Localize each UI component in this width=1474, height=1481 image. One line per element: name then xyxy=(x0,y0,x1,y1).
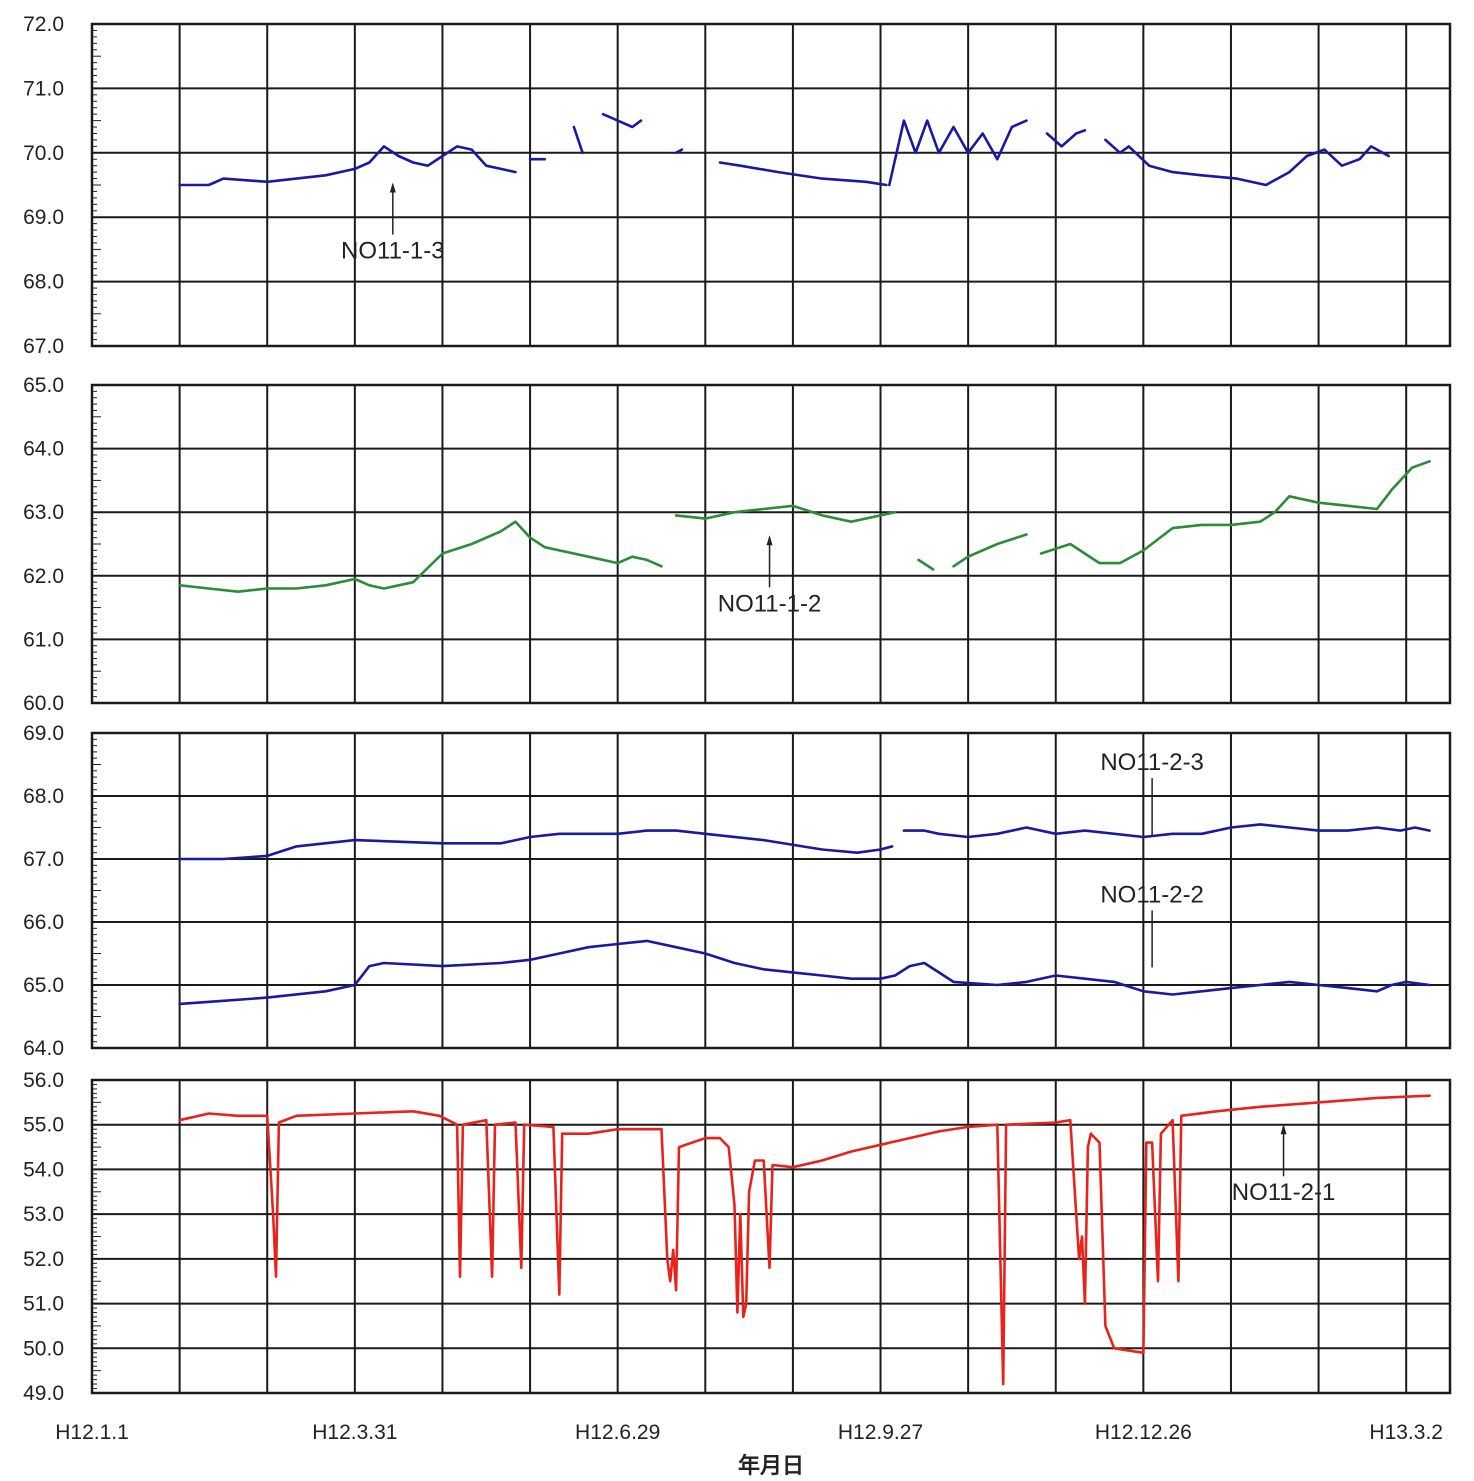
y-tick-label: 67.0 xyxy=(23,848,64,871)
series-line-no11-1-3 xyxy=(601,112,643,129)
y-tick-label: 72.0 xyxy=(23,13,64,36)
y-tick-label: 69.0 xyxy=(23,722,64,745)
series-line-no11-1-3 xyxy=(674,148,684,155)
x-tick-label: H13.3.2 xyxy=(1369,1421,1443,1444)
series-line-no11-2-2 xyxy=(178,939,1431,1006)
x-axis-label: 年月日 xyxy=(738,1453,804,1478)
y-tick-label: 49.0 xyxy=(23,1382,64,1405)
y-tick-label: 60.0 xyxy=(23,692,64,715)
y-tick-label: 69.0 xyxy=(23,206,64,229)
y-tick-label: 54.0 xyxy=(23,1158,64,1181)
series-line-no11-1-3 xyxy=(887,119,1028,187)
annotation-label: NO11-2-2 xyxy=(1100,881,1204,908)
y-tick-label: 66.0 xyxy=(23,911,64,934)
y-tick-label: 56.0 xyxy=(23,1069,64,1092)
y-tick-label: 65.0 xyxy=(23,374,64,397)
y-tick-label: 67.0 xyxy=(23,335,64,358)
series-line-no11-1-3 xyxy=(1104,138,1390,187)
plot-frame xyxy=(90,731,1452,1050)
panel-4: 56.0 55.0 54.0 53.0 52.0 51.0 50.0 49.0 NO11-2-1 xyxy=(23,1069,1452,1405)
y-tick-label: 65.0 xyxy=(23,974,64,997)
series-line-no11-2-3 xyxy=(178,829,894,861)
annotation-arrowhead xyxy=(389,182,396,193)
y-tick-label: 64.0 xyxy=(23,1037,64,1060)
series-line-no11-1-2 xyxy=(952,533,1028,568)
series-line-no11-1-3 xyxy=(572,125,584,155)
annotation-label: NO11-1-3 xyxy=(341,238,445,265)
x-tick-label: H12.3.31 xyxy=(312,1421,397,1444)
y-tick-label: 68.0 xyxy=(23,271,64,294)
y-tick-label: 55.0 xyxy=(23,1114,64,1137)
annotation-label: NO11-2-1 xyxy=(1232,1179,1336,1206)
annotation-arrowhead xyxy=(1280,1124,1287,1135)
series-line-no11-2-3 xyxy=(902,823,1431,839)
x-tick-label: H12.12.26 xyxy=(1095,1421,1192,1444)
x-tick-label: H12.9.27 xyxy=(838,1421,923,1444)
panel-2: 65.0 64.0 63.0 62.0 61.0 60.0 NO11-1-2 xyxy=(23,374,1452,715)
y-tick-label: 50.0 xyxy=(23,1337,64,1360)
x-tick-label: H12.6.29 xyxy=(575,1421,660,1444)
panel-3: 69.0 68.0 67.0 66.0 65.0 64.0 NO11-2-3 NO11-2-2 xyxy=(23,722,1452,1060)
y-tick-label: 64.0 xyxy=(23,438,64,461)
y-tick-label: 70.0 xyxy=(23,142,64,165)
y-tick-label: 52.0 xyxy=(23,1248,64,1271)
y-tick-label: 61.0 xyxy=(23,628,64,651)
series-line-no11-1-2 xyxy=(1039,459,1431,565)
plot-frame xyxy=(90,383,1452,705)
annotation-label: NO11-1-2 xyxy=(718,590,822,617)
plot-frame xyxy=(90,1078,1452,1395)
y-tick-label: 53.0 xyxy=(23,1203,64,1226)
series-line-no11-1-2 xyxy=(674,504,897,524)
x-tick-label: H12.1.1 xyxy=(55,1421,129,1444)
y-tick-label: 71.0 xyxy=(23,77,64,100)
series-line-no11-2-1 xyxy=(178,1094,1431,1386)
y-tick-label: 68.0 xyxy=(23,785,64,808)
y-tick-label: 63.0 xyxy=(23,501,64,524)
series-line-no11-1-3 xyxy=(718,161,888,187)
series-line-no11-1-3 xyxy=(178,145,517,187)
series-line-no11-1-2 xyxy=(178,520,663,594)
y-tick-label: 51.0 xyxy=(23,1293,64,1316)
series-line-no11-1-2 xyxy=(917,558,935,571)
y-tick-label: 62.0 xyxy=(23,565,64,588)
annotation-label: NO11-2-3 xyxy=(1100,749,1204,776)
panel-1: 72.0 71.0 70.0 69.0 68.0 67.0 NO11-1-3 xyxy=(23,13,1452,358)
plot-frame xyxy=(90,22,1452,348)
annotation-arrowhead xyxy=(766,535,773,546)
series-line-no11-1-3 xyxy=(1045,129,1087,148)
